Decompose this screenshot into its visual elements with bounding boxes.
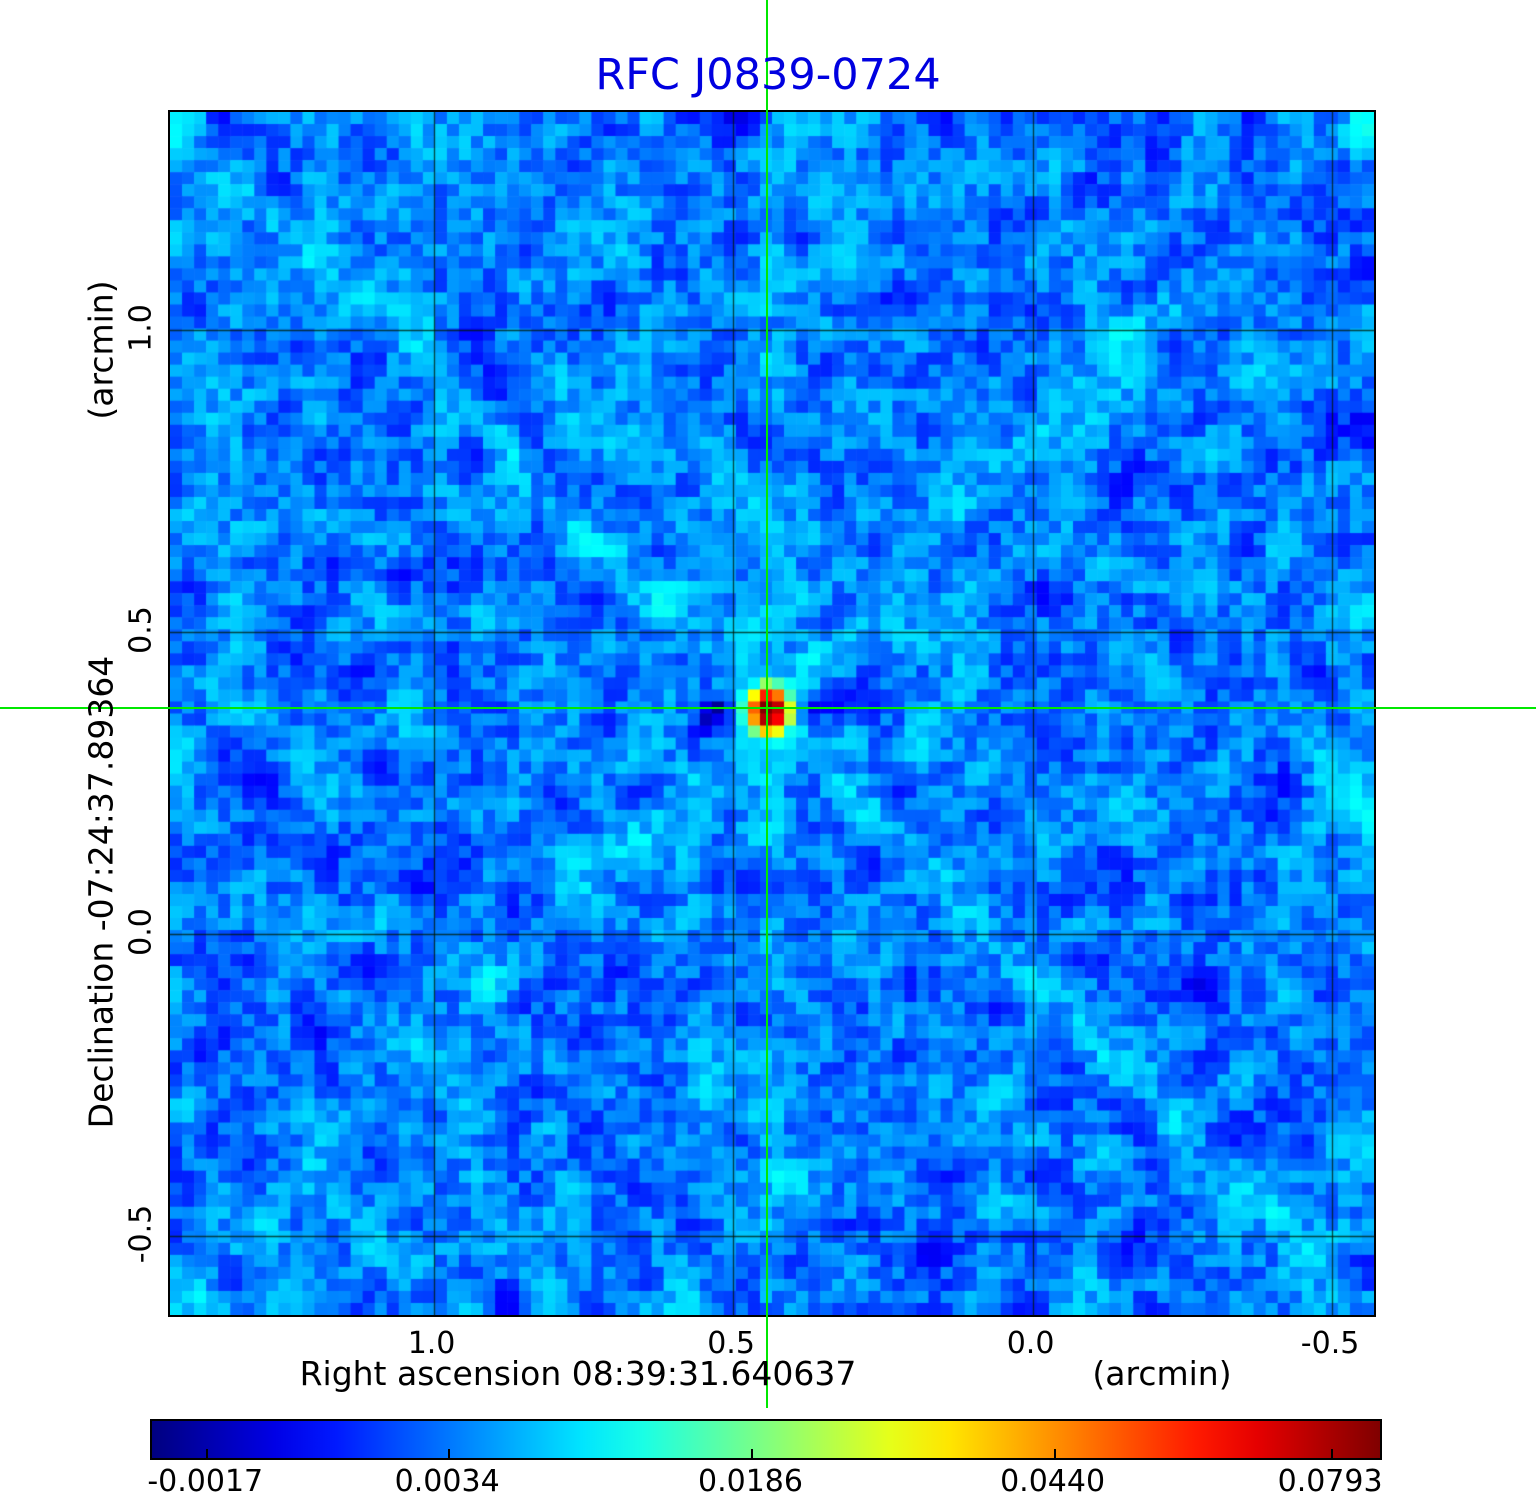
x-axis-unit-label: (arcmin) — [1092, 1354, 1232, 1393]
colorbar-tick-label: -0.0017 — [147, 1464, 264, 1499]
x-tick-label: 0.5 — [707, 1326, 755, 1361]
colorbar-tick-mark — [751, 1449, 754, 1458]
crosshair-vertical-line — [766, 0, 768, 1408]
colorbar-tick-mark — [206, 1449, 209, 1458]
y-tick-label: 0.5 — [123, 606, 159, 654]
y-axis-label: Declination -07:24:37.89364 — [81, 655, 121, 1129]
colorbar-tick-mark — [448, 1449, 451, 1458]
colorbar-tick-label: 0.0186 — [697, 1464, 803, 1499]
x-axis-label: Right ascension 08:39:31.640637 — [299, 1354, 857, 1393]
x-tick-label: -0.5 — [1300, 1326, 1360, 1361]
radio-map-canvas — [170, 112, 1374, 1315]
colorbar-tick-label: 0.0440 — [1000, 1464, 1106, 1499]
colorbar-tick-mark — [1053, 1449, 1056, 1458]
x-tick-label: 0.0 — [1006, 1326, 1055, 1361]
colorbar-tick-label: 0.0034 — [394, 1464, 500, 1499]
y-tick-label: 1.0 — [123, 303, 159, 352]
crosshair-horizontal-line — [0, 707, 1536, 710]
y-tick-label: 0.0 — [123, 908, 159, 956]
colorbar-tick-label: 0.0793 — [1277, 1464, 1383, 1499]
colorbar-tick-mark — [1331, 1449, 1334, 1458]
y-axis-unit-label: (arcmin) — [81, 280, 121, 420]
plot-frame — [168, 110, 1376, 1317]
colorbar-gradient — [150, 1419, 1382, 1460]
chart-title: RFC J0839-0724 — [595, 50, 941, 100]
x-tick-label: 1.0 — [407, 1326, 456, 1361]
y-tick-label: -0.5 — [123, 1205, 159, 1264]
